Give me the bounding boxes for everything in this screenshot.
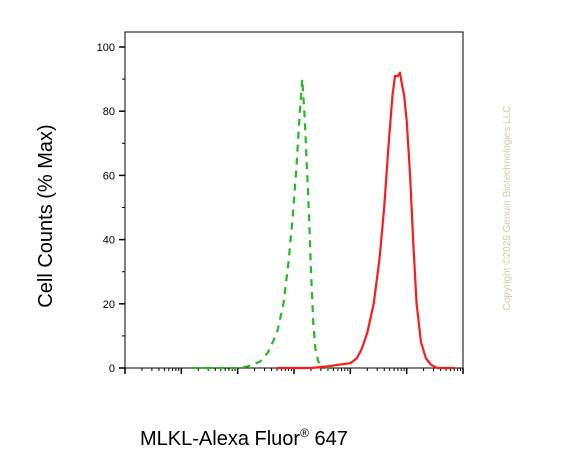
series-line-1 — [191, 77, 338, 370]
y-tick-label: 100 — [97, 42, 115, 54]
series-line-2 — [277, 71, 455, 370]
x-axis-title-sup: ® — [300, 426, 309, 440]
x-axis-title-tail: 647 — [309, 428, 348, 450]
axes: 0 20 40 60 80 100 — [97, 31, 464, 375]
y-axis-title: Cell Counts (% Max) — [35, 124, 57, 307]
y-tick-label: 60 — [103, 170, 115, 182]
series-layer — [191, 71, 455, 370]
y-tick-label: 80 — [103, 106, 115, 118]
y-tick-label: 0 — [109, 363, 115, 375]
y-tick-label: 40 — [103, 235, 115, 247]
copyright-watermark: Copyright ©2025 Genuin Biotechnologies L… — [502, 106, 513, 311]
x-axis-title-main: MLKL-Alexa Fluor — [140, 428, 300, 450]
y-tick-label: 20 — [103, 299, 115, 311]
x-axis-title: MLKL-Alexa Fluor® 647 — [140, 426, 348, 450]
